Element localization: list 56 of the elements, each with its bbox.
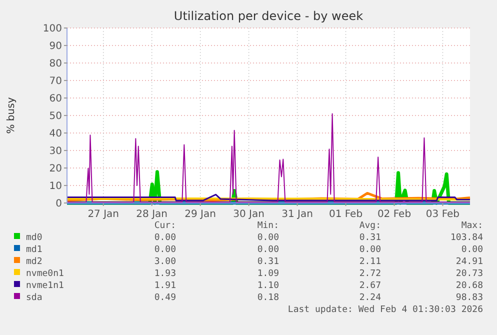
text: Avg:: [359, 221, 381, 231]
text: 3.00: [154, 257, 176, 267]
x-tick-label: 02 Feb: [377, 209, 412, 220]
y-tick-label: 0: [56, 198, 62, 210]
x-tick-label: 01 Feb: [328, 209, 363, 220]
x-tick-label: 31 Jan: [282, 209, 313, 220]
legend-label: sda: [26, 293, 42, 303]
text: Max:: [461, 221, 483, 231]
y-tick-label: 50: [49, 111, 62, 122]
text: 2.67: [359, 281, 381, 291]
text: 1.91: [154, 281, 176, 291]
text: Last update: Wed Feb 4 01:30:03 2026: [288, 305, 483, 315]
text: Cur:: [154, 221, 176, 231]
text: 0.00: [257, 233, 279, 243]
x-tick-label: 30 Jan: [233, 209, 264, 220]
legend-label: nvme1n1: [26, 281, 64, 291]
chart-title: Utilization per device - by week: [174, 9, 364, 23]
legend-label: nvme0n1: [26, 269, 64, 279]
x-tick-label: 29 Jan: [184, 209, 216, 220]
text: 0.00: [359, 245, 381, 255]
y-tick-label: 40: [49, 128, 62, 140]
text: 1.10: [257, 281, 279, 291]
legend-label: md1: [26, 245, 42, 255]
x-tick-label: 03 Feb: [426, 209, 460, 220]
text: Min:: [257, 221, 279, 231]
text: 0.00: [154, 233, 176, 243]
legend-label: md2: [26, 257, 42, 267]
x-tick-label: 28 Jan: [136, 209, 168, 220]
y-tick-label: 80: [49, 58, 62, 70]
y-tick-label: 10: [49, 181, 62, 192]
y-tick-label: 70: [49, 76, 62, 87]
text: 0.00: [461, 245, 483, 255]
text: 103.84: [450, 233, 483, 243]
text: 1.09: [257, 269, 279, 279]
text: 24.91: [456, 257, 483, 267]
text: 0.00: [257, 245, 279, 255]
text: 2.11: [359, 257, 381, 267]
y-tick-label: 30: [49, 146, 62, 157]
x-tick-label: 27 Jan: [88, 209, 120, 220]
text: 0.31: [257, 257, 279, 267]
text: 98.83: [456, 293, 483, 303]
y-tick-label: 100: [42, 24, 62, 34]
legend-label: md0: [26, 233, 42, 243]
text: 20.73: [456, 269, 483, 279]
text: 0.31: [359, 233, 381, 243]
text: 0.49: [154, 293, 176, 303]
y-tick-label: 90: [49, 41, 62, 52]
y-axis-title: % busy: [6, 97, 17, 134]
text: 2.24: [359, 293, 381, 303]
text: 2.72: [359, 269, 381, 279]
text: 0.00: [154, 245, 176, 255]
text: 1.93: [154, 269, 176, 279]
text: 20.68: [456, 281, 483, 291]
y-tick-label: 60: [49, 94, 62, 104]
text: 0.18: [257, 293, 279, 303]
y-tick-label: 20: [49, 164, 62, 174]
